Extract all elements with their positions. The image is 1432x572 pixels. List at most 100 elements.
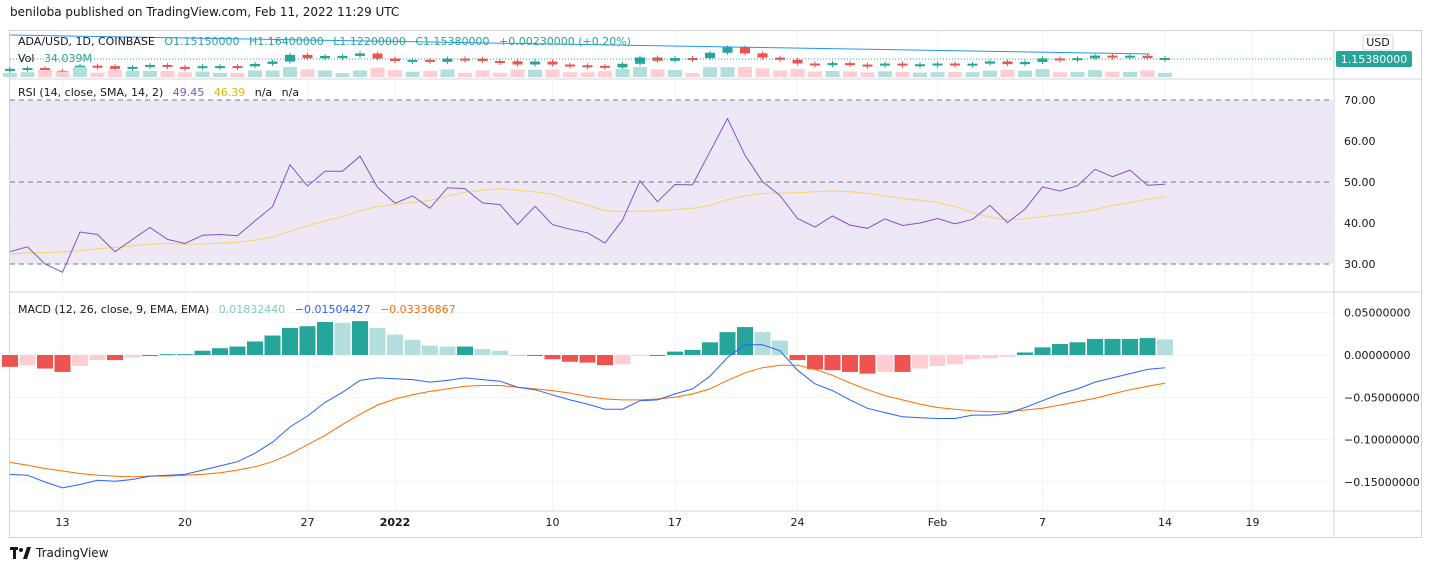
- macd-hist-bar: [194, 350, 211, 355]
- volume-bar: [773, 70, 787, 77]
- volume-bar: [195, 71, 210, 77]
- x-tick-label: 20: [178, 516, 192, 529]
- volume-bar: [248, 70, 262, 77]
- candle-body: [862, 64, 873, 67]
- volume-bar: [965, 72, 980, 77]
- candle-body: [1020, 61, 1030, 65]
- candle-body: [40, 68, 50, 71]
- macd-hist-bar: [282, 327, 298, 355]
- candle-body: [250, 63, 260, 67]
- candle-body: [932, 63, 943, 66]
- macd-hist-bar: [842, 355, 858, 372]
- macd-hist-bar: [474, 349, 491, 355]
- volume-bar: [580, 72, 595, 77]
- volume-bar: [930, 72, 945, 77]
- rsi-pane: [9, 99, 1333, 273]
- macd-tick-label: −0.10000000: [1344, 434, 1420, 447]
- x-tick-label: 24: [791, 516, 805, 529]
- macd-line: [9, 344, 1166, 489]
- candle-body: [565, 64, 575, 67]
- macd-hist-bar: [229, 346, 246, 355]
- macd-hist-bar: [299, 326, 316, 355]
- volume-bar: [1070, 72, 1085, 77]
- macd-hist-bar: [702, 342, 718, 355]
- volume-bar: [545, 69, 560, 77]
- macd-hist-bar: [597, 355, 613, 366]
- macd-hist-bar: [982, 355, 998, 359]
- volume-bar: [405, 71, 420, 77]
- volume-bar: [1158, 72, 1172, 77]
- rsi-tick-label: 30.00: [1344, 258, 1376, 271]
- macd-hist-bar: [1052, 343, 1068, 355]
- candle-body: [215, 66, 225, 69]
- x-tick-label: 14: [1158, 516, 1172, 529]
- volume-bar: [983, 70, 997, 77]
- macd-hist-bar: [667, 351, 683, 355]
- macd-hist-bar: [824, 355, 841, 371]
- candle-body: [792, 59, 803, 64]
- x-tick-label: 19: [1246, 516, 1260, 529]
- macd-hist-bar: [737, 327, 753, 355]
- volume-bar: [860, 72, 875, 77]
- macd-tick-label: −0.05000000: [1344, 391, 1420, 404]
- x-tick-label: 13: [56, 516, 70, 529]
- macd-hist-bar: [649, 355, 666, 356]
- candle-body: [880, 63, 890, 66]
- volume-bar: [160, 70, 175, 77]
- x-tick-label: 27: [301, 516, 315, 529]
- macd-hist-bar: [1017, 352, 1033, 355]
- macd-hist-bar: [1104, 338, 1121, 355]
- volume-bar: [755, 68, 770, 77]
- macd-hist-bar: [754, 332, 771, 355]
- macd-hist-bar: [999, 355, 1016, 357]
- macd-hist-bar: [387, 334, 403, 355]
- candle-body: [530, 61, 540, 65]
- candle-body: [687, 58, 698, 61]
- volume-bar: [528, 69, 542, 77]
- macd-hist-bar: [352, 321, 368, 355]
- rsi-legend: RSI (14, close, SMA, 14, 2) 49.45 46.39 …: [18, 86, 299, 99]
- currency-badge[interactable]: [1362, 34, 1394, 51]
- candle-body: [582, 65, 593, 68]
- candle-body: [407, 59, 418, 62]
- currency-label: USD: [1366, 36, 1390, 49]
- volume-bar: [913, 72, 927, 77]
- candle-body: [285, 54, 295, 62]
- volume-bar: [370, 67, 385, 77]
- candle-body: [145, 64, 155, 67]
- footer[interactable]: TradingView: [10, 546, 109, 560]
- macd-hist-bar: [1069, 342, 1086, 355]
- x-tick-label: 2022: [380, 516, 411, 529]
- macd-hist-bar: [457, 346, 473, 355]
- volume-bar: [423, 70, 437, 77]
- macd-hist-bar: [509, 355, 526, 356]
- candle-body: [477, 58, 488, 62]
- volume-bar: [703, 67, 717, 77]
- candle-body: [5, 68, 15, 71]
- macd-hist-bar: [579, 355, 596, 363]
- volume-bar: [1035, 69, 1050, 77]
- volume-bar: [1018, 70, 1032, 77]
- last-price-tag: [1336, 51, 1412, 67]
- candle-body: [337, 55, 348, 58]
- volume-bar: [213, 72, 227, 77]
- volume-bar: [668, 69, 682, 77]
- macd-hist-bar: [124, 355, 141, 358]
- volume-bar: [353, 70, 367, 77]
- x-tick-label: 17: [668, 516, 682, 529]
- macd-hist-bar: [684, 349, 701, 355]
- volume-bar: [388, 70, 402, 77]
- macd-hist-bar: [89, 355, 106, 361]
- macd-hist-bar: [1157, 339, 1173, 355]
- volume-bar: [335, 73, 350, 77]
- macd-signal-line: [9, 364, 1166, 478]
- macd-hist-bar: [562, 355, 578, 362]
- candle-body: [127, 66, 138, 69]
- volume-bar: [825, 71, 840, 77]
- candle-body: [635, 57, 645, 64]
- volume-bar: [1088, 70, 1102, 77]
- x-tick-label: Feb: [928, 516, 947, 529]
- volume-bar: [790, 68, 805, 77]
- macd-hist-bar: [912, 355, 928, 369]
